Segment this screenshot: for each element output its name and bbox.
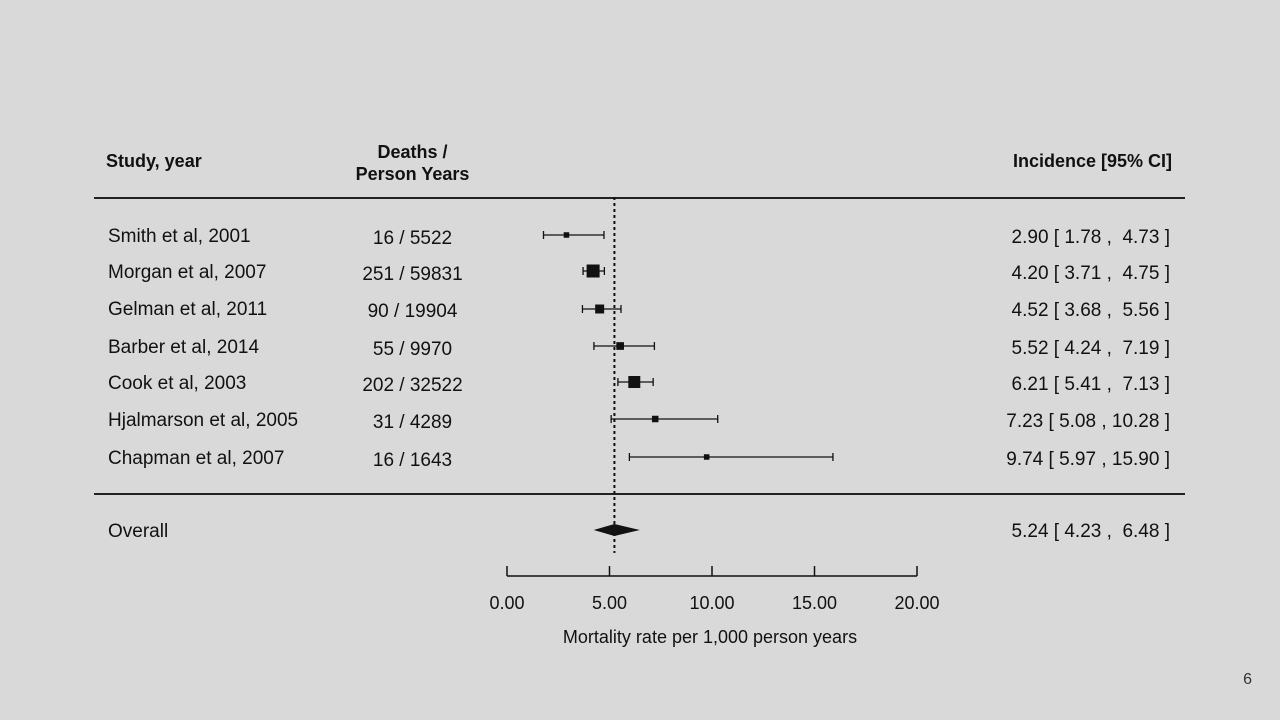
point-estimate (586, 264, 600, 278)
overall-label: Overall (108, 521, 169, 542)
study-estimate: 2.90 [ 1.78 , 4.73 ] (1011, 227, 1170, 248)
study-name: Cook et al, 2003 (108, 373, 247, 394)
study-events: 251 / 59831 (362, 264, 463, 285)
bottom-rule (94, 493, 1185, 495)
page-number: 6 (1243, 671, 1252, 688)
point-estimate (651, 415, 659, 423)
x-tick-label: 20.00 (894, 593, 939, 613)
overall-diamond (593, 524, 640, 536)
point-estimate (616, 342, 625, 350)
study-name: Smith et al, 2001 (108, 226, 251, 247)
header-deaths-line1: Deaths / (377, 142, 448, 162)
study-estimate: 5.52 [ 4.24 , 7.19 ] (1011, 338, 1170, 359)
study-events: 16 / 5522 (372, 228, 453, 249)
study-estimate: 7.23 [ 5.08 , 10.28 ] (1006, 411, 1170, 432)
study-name: Gelman et al, 2011 (108, 299, 268, 320)
x-tick-label: 10.00 (689, 593, 734, 613)
study-estimate: 4.20 [ 3.71 , 4.75 ] (1011, 263, 1170, 284)
overall-estimate: 5.24 [ 4.23 , 6.48 ] (1011, 521, 1170, 542)
x-axis-title: Mortality rate per 1,000 person years (562, 627, 858, 647)
study-name: Hjalmarson et al, 2005 (108, 410, 299, 431)
study-name: Chapman et al, 2007 (108, 448, 285, 469)
study-estimate: 9.74 [ 5.97 , 15.90 ] (1006, 449, 1170, 470)
study-events: 16 / 1643 (372, 450, 453, 471)
header-deaths-line2: Person Years (355, 164, 470, 184)
study-name: Barber et al, 2014 (108, 337, 260, 358)
study-estimate: 4.52 [ 3.68 , 5.56 ] (1011, 300, 1170, 321)
point-estimate (703, 454, 710, 460)
point-estimate (628, 376, 641, 388)
study-estimate: 6.21 [ 5.41 , 7.13 ] (1011, 374, 1170, 395)
top-rule (94, 197, 1185, 199)
study-events: 31 / 4289 (372, 412, 453, 433)
point-estimate (595, 304, 605, 314)
x-tick-label: 5.00 (592, 593, 627, 613)
study-name: Morgan et al, 2007 (108, 262, 267, 283)
header-incidence: Incidence [95% CI] (1012, 151, 1172, 171)
x-tick-label: 0.00 (489, 593, 524, 613)
x-tick-label: 15.00 (792, 593, 837, 613)
header-deaths: Deaths / Person Years (330, 141, 495, 185)
study-events: 202 / 32522 (362, 375, 463, 396)
study-events: 55 / 9970 (372, 339, 453, 360)
study-events: 90 / 19904 (367, 301, 458, 322)
point-estimate (563, 232, 570, 238)
header-study: Study, year (106, 151, 202, 171)
